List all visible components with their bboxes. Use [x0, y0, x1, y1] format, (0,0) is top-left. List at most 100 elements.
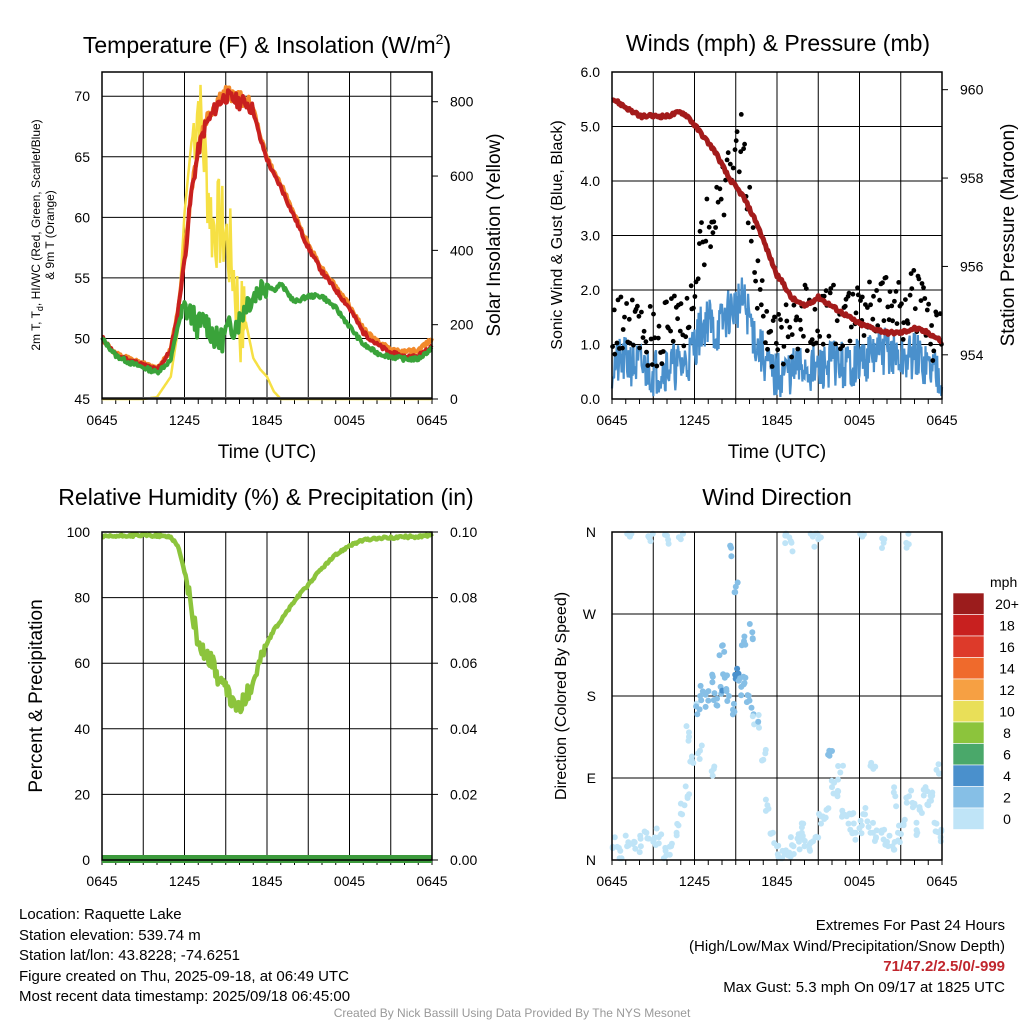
gust-point [899, 301, 904, 307]
rh-ytick-label: 20 [74, 786, 90, 802]
wind-y2tick-label: 960 [960, 82, 984, 98]
direction-point [637, 835, 644, 842]
direction-point [908, 787, 915, 794]
gust-point [827, 290, 833, 296]
gust-point [760, 313, 766, 319]
gust-point [640, 335, 646, 340]
speed-legend: mph 20+ 18 16 14 12 10 8 6 4 2 0 [952, 574, 1019, 830]
rh-line [100, 531, 434, 715]
rh-xtick-label: 0645 [86, 873, 117, 889]
gust-point [907, 292, 913, 298]
direction-point [816, 811, 822, 817]
wind-xtick-label: 0645 [926, 412, 957, 428]
gust-point [641, 328, 647, 334]
rh-y2tick-label: 0.02 [450, 786, 477, 802]
direction-point [920, 792, 927, 799]
gust-point [896, 280, 902, 285]
direction-point [658, 831, 665, 838]
gust-point [834, 318, 840, 324]
gust-point [765, 346, 770, 352]
direction-point [655, 840, 662, 847]
series-dewpoint-line [100, 279, 434, 376]
direction-point [896, 822, 902, 829]
gust-point [710, 230, 716, 236]
direction-point [891, 784, 898, 791]
temp-y2tick-label: 600 [450, 168, 474, 184]
gust-point [643, 339, 649, 345]
gust-point [745, 220, 751, 226]
gust-point [885, 304, 891, 310]
wind-ytick-label: 2.0 [581, 282, 601, 298]
direction-point [749, 636, 756, 643]
direction-point [890, 789, 897, 796]
rh-xtick-label: 1245 [169, 873, 200, 889]
direction-point [734, 579, 741, 586]
location-text: Location: Raquette Lake [19, 906, 182, 923]
gust-point [924, 307, 930, 313]
direction-point [690, 760, 697, 766]
direction-point [708, 768, 715, 775]
dir-frame: 0645 1245 1845 0045 0645 [596, 532, 958, 889]
gust-point [750, 225, 756, 231]
gust-point [683, 334, 689, 340]
direction-point [743, 699, 750, 706]
direction-point [729, 711, 736, 718]
gust-point [615, 297, 621, 303]
gust-point [755, 258, 761, 264]
station-info: Location: Raquette Lake Station elevatio… [19, 905, 350, 1008]
direction-point [818, 820, 824, 827]
legend-label: 8 [1003, 725, 1011, 741]
recent-text: Most recent data timestamp: 2025/09/18 0… [19, 988, 351, 1005]
gust-point [736, 169, 742, 175]
direction-point [720, 671, 727, 678]
direction-point [711, 763, 718, 770]
temp-ytick-label: 60 [74, 209, 90, 225]
gust-point [691, 305, 696, 311]
wind-ytick-label: 0.0 [581, 391, 601, 407]
direction-point [850, 820, 857, 827]
direction-point [702, 703, 709, 710]
direction-point [637, 843, 644, 850]
direction-point [911, 800, 918, 807]
gust-point [681, 343, 687, 349]
gust-point [738, 149, 744, 155]
direction-point [709, 671, 716, 678]
direction-point [615, 844, 622, 851]
gust-point [850, 291, 856, 297]
temp-ytick-label: 45 [74, 391, 90, 407]
direction-point [786, 849, 793, 856]
direction-point [864, 818, 871, 825]
direction-point [746, 621, 753, 627]
gust-point [732, 147, 738, 153]
direction-point [813, 833, 820, 840]
direction-point [641, 828, 648, 835]
dir-ytick-label: W [583, 606, 597, 622]
gust-point [883, 275, 889, 280]
direction-point [858, 822, 865, 829]
legend-label: 6 [1003, 746, 1011, 762]
legend-swatch [952, 592, 985, 615]
gust-point [636, 313, 642, 319]
gust-point [894, 321, 900, 326]
dir-ytick-label: E [587, 770, 596, 786]
gust-point [701, 262, 707, 268]
gust-point [797, 317, 803, 323]
temp-y2label: Solar Insolation (Yellow) [484, 133, 505, 336]
gust-point [614, 340, 620, 346]
direction-point [935, 761, 942, 768]
temp-xlabel: Time (UTC) [218, 442, 317, 463]
direction-point [674, 820, 681, 827]
gust-point [926, 301, 931, 307]
direction-point [913, 819, 920, 826]
temp-xtick-label: 0645 [416, 412, 447, 428]
direction-point [903, 794, 910, 801]
direction-points [609, 530, 945, 862]
gust-point [734, 129, 740, 135]
direction-point [677, 810, 684, 817]
gust-point [779, 324, 784, 330]
direction-point [644, 835, 651, 842]
gust-point [659, 361, 665, 367]
direction-point [709, 679, 716, 686]
direction-point [834, 791, 841, 798]
direction-point [666, 851, 673, 858]
